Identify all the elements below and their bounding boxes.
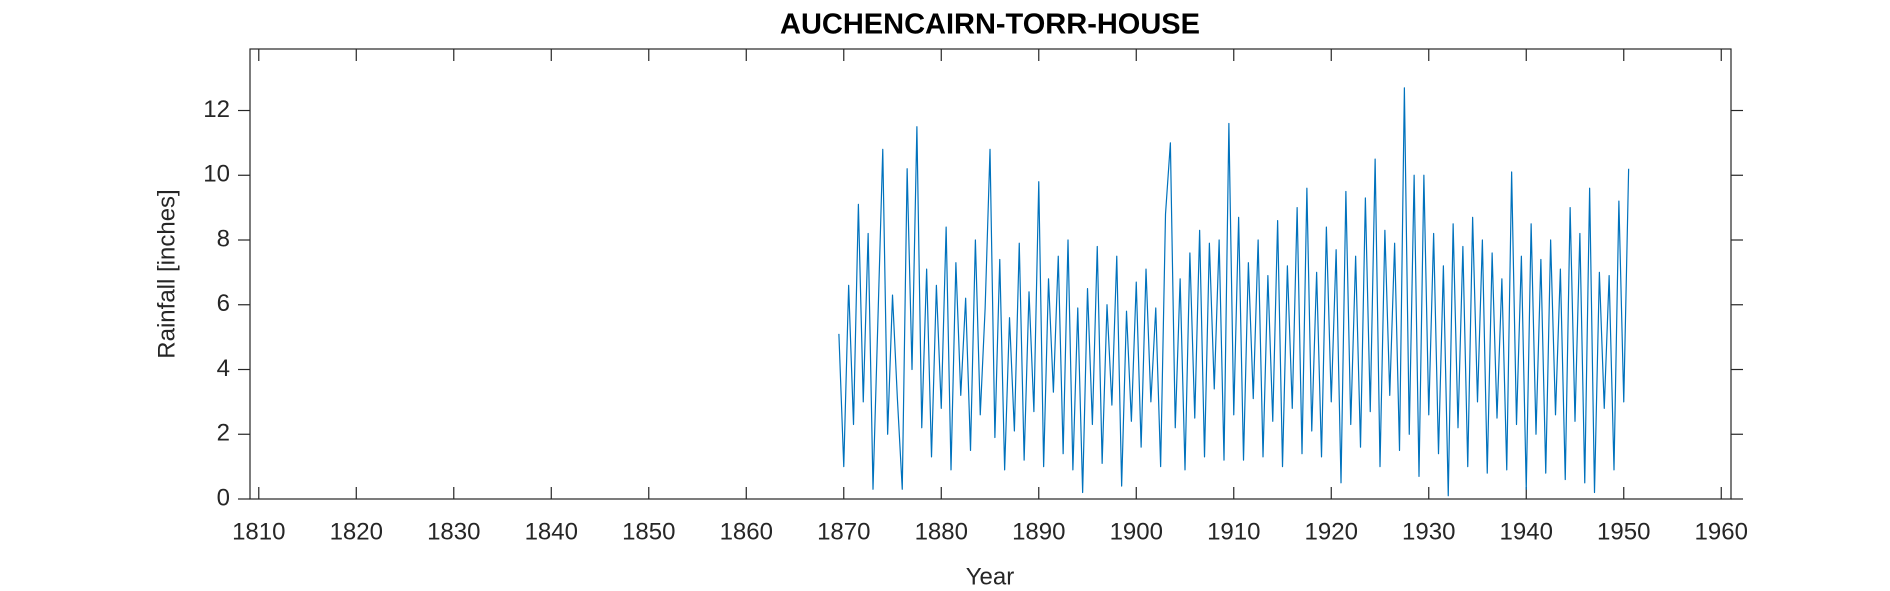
y-tick-label: 12 bbox=[203, 96, 230, 123]
x-tick-label: 1950 bbox=[1597, 518, 1650, 545]
y-tick-label: 0 bbox=[217, 484, 230, 511]
x-tick-label: 1930 bbox=[1402, 518, 1455, 545]
x-tick-label: 1810 bbox=[232, 518, 285, 545]
x-tick-label: 1830 bbox=[427, 518, 480, 545]
x-tick-label: 1870 bbox=[817, 518, 870, 545]
x-tick-label: 1890 bbox=[1012, 518, 1065, 545]
x-tick-label: 1960 bbox=[1695, 518, 1748, 545]
y-tick-label: 8 bbox=[217, 225, 230, 252]
x-tick-label: 1850 bbox=[622, 518, 675, 545]
y-tick-label: 10 bbox=[203, 161, 230, 188]
chart-title: AUCHENCAIRN-TORR-HOUSE bbox=[780, 9, 1200, 41]
series-line bbox=[838, 87, 1630, 497]
x-tick-label: 1860 bbox=[720, 518, 773, 545]
y-tick-label: 2 bbox=[217, 420, 230, 447]
x-tick-label: 1920 bbox=[1305, 518, 1358, 545]
x-tick-label: 1880 bbox=[915, 518, 968, 545]
y-axis-label: Rainfall [inches] bbox=[153, 189, 180, 358]
x-tick-label: 1900 bbox=[1110, 518, 1163, 545]
x-tick-label: 1910 bbox=[1207, 518, 1260, 545]
x-tick-label: 1820 bbox=[330, 518, 383, 545]
x-axis-label: Year bbox=[966, 563, 1015, 590]
plot-area bbox=[249, 48, 1732, 500]
y-tick-label: 6 bbox=[217, 290, 230, 317]
x-tick-label: 1940 bbox=[1500, 518, 1553, 545]
x-tick-label: 1840 bbox=[525, 518, 578, 545]
y-tick-label: 4 bbox=[217, 355, 230, 382]
